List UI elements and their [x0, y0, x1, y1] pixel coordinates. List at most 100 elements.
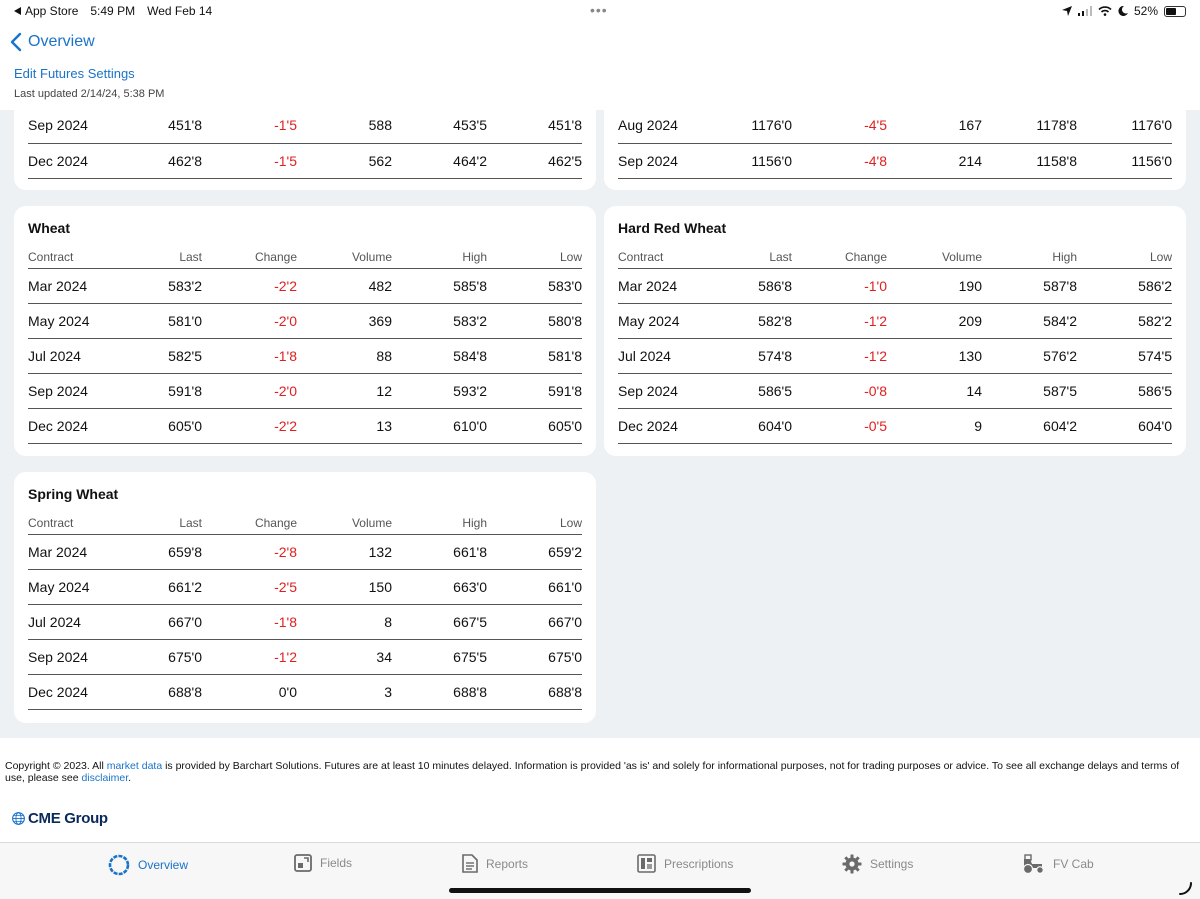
table-row[interactable]: Dec 2024 604'0 -0'5 9 604'2 604'0 — [618, 408, 1172, 444]
cell-last: 582'8 — [728, 303, 792, 339]
cell-volume: 214 — [887, 143, 982, 179]
cell-change: -1'0 — [792, 268, 887, 304]
table-row[interactable]: Sep 2024 1156'0 -4'8 214 1158'8 1156'0 — [618, 143, 1172, 179]
table-row[interactable]: Sep 2024 675'0 -1'2 34 675'5 675'0 — [28, 639, 582, 675]
cell-volume: 369 — [297, 303, 392, 339]
cell-volume: 130 — [887, 338, 982, 374]
cell-contract: Sep 2024 — [618, 373, 728, 409]
reports-icon — [462, 854, 478, 873]
table-row[interactable]: May 2024 582'8 -1'2 209 584'2 582'2 — [618, 303, 1172, 339]
cell-contract: Jul 2024 — [28, 338, 138, 374]
tab-label: Prescriptions — [664, 856, 734, 871]
table-row[interactable]: Sep 2024 591'8 -2'0 12 593'2 591'8 — [28, 373, 582, 409]
cell-change: -0'5 — [792, 408, 887, 444]
tab-fields[interactable]: Fields — [294, 854, 352, 872]
cell-low: 605'0 — [487, 408, 582, 444]
cell-high: 1178'8 — [982, 110, 1077, 144]
tab-settings[interactable]: Settings — [842, 854, 913, 874]
cell-change: -4'8 — [792, 143, 887, 179]
cell-change: -2'2 — [202, 268, 297, 304]
table-row[interactable]: Sep 2024 451'8 -1'5 588 453'5 451'8 — [28, 110, 582, 144]
wifi-icon — [1098, 6, 1112, 16]
tab-bar: Overview Fields Reports Prescriptions — [0, 842, 1200, 899]
table-row[interactable]: Dec 2024 462'8 -1'5 562 464'2 462'5 — [28, 143, 582, 179]
cell-high: 583'2 — [392, 303, 487, 339]
back-to-app-store[interactable]: App Store — [14, 4, 78, 18]
column-header-change: Change — [202, 246, 297, 269]
resize-corner-icon[interactable] — [1178, 881, 1192, 895]
cell-low: 1156'0 — [1077, 143, 1172, 179]
cme-logo-text: CME Group — [28, 810, 108, 827]
card-title: Spring Wheat — [28, 486, 119, 502]
table-row[interactable]: Mar 2024 659'8 -2'8 132 661'8 659'2 — [28, 534, 582, 570]
cell-low: 586'2 — [1077, 268, 1172, 304]
cell-volume: 150 — [297, 569, 392, 605]
table-header-row: Contract Last Change Volume High Low — [618, 246, 1172, 269]
table-row[interactable]: Sep 2024 586'5 -0'8 14 587'5 586'5 — [618, 373, 1172, 409]
status-time: 5:49 PM — [90, 4, 136, 18]
cell-last: 604'0 — [728, 408, 792, 444]
cell-high: 1158'8 — [982, 143, 1077, 179]
cell-volume: 8 — [297, 604, 392, 640]
table-row[interactable]: May 2024 661'2 -2'5 150 663'0 661'0 — [28, 569, 582, 605]
table-row[interactable]: Mar 2024 583'2 -2'2 482 585'8 583'0 — [28, 268, 582, 304]
cell-low: 574'5 — [1077, 338, 1172, 374]
table-row[interactable]: Dec 2024 605'0 -2'2 13 610'0 605'0 — [28, 408, 582, 444]
table-row[interactable]: Mar 2024 586'8 -1'0 190 587'8 586'2 — [618, 268, 1172, 304]
home-indicator[interactable] — [449, 888, 751, 893]
cell-volume: 167 — [887, 110, 982, 144]
cell-change: -2'8 — [202, 534, 297, 570]
cell-volume: 9 — [887, 408, 982, 444]
gear-icon — [842, 854, 862, 874]
cell-contract: May 2024 — [28, 569, 138, 605]
tab-fv-cab[interactable]: FV Cab — [1021, 854, 1094, 874]
disclaimer-link[interactable]: disclaimer — [81, 772, 129, 784]
cell-volume: 588 — [297, 110, 392, 144]
card-title: Wheat — [28, 220, 70, 236]
cell-last: 583'2 — [138, 268, 202, 304]
back-button[interactable]: Overview — [10, 32, 95, 52]
table-row[interactable]: May 2024 581'0 -2'0 369 583'2 580'8 — [28, 303, 582, 339]
cell-change: -2'0 — [202, 303, 297, 339]
cell-high: 453'5 — [392, 110, 487, 144]
column-header-contract: Contract — [618, 246, 728, 269]
cell-high: 587'8 — [982, 268, 1077, 304]
cell-change: -1'5 — [202, 143, 297, 179]
prescriptions-icon — [637, 854, 656, 873]
cell-low: 582'2 — [1077, 303, 1172, 339]
cme-group-logo[interactable]: CME Group — [12, 810, 108, 827]
cell-volume: 562 — [297, 143, 392, 179]
cell-last: 574'8 — [728, 338, 792, 374]
cell-last: 462'8 — [138, 143, 202, 179]
multitasking-dots-icon[interactable]: ••• — [590, 2, 608, 18]
column-header-contract: Contract — [28, 246, 138, 269]
overview-ring-icon — [108, 854, 130, 876]
wheat-card: Wheat Contract Last Change Volume High Low Mar… — [14, 206, 596, 456]
cell-low: 581'8 — [487, 338, 582, 374]
table-row[interactable]: Jul 2024 574'8 -1'2 130 576'2 574'5 — [618, 338, 1172, 374]
tab-overview[interactable]: Overview — [108, 854, 188, 876]
cell-last: 582'5 — [138, 338, 202, 374]
cell-change: -1'8 — [202, 604, 297, 640]
table-row[interactable]: Dec 2024 688'8 0'0 3 688'8 688'8 — [28, 674, 582, 710]
copyright-pre: Copyright © 2023. All — [5, 760, 107, 772]
column-header-low: Low — [1077, 246, 1172, 269]
market-data-link[interactable]: market data — [106, 760, 163, 772]
edit-futures-settings-link[interactable]: Edit Futures Settings — [14, 66, 135, 81]
cell-volume: 13 — [297, 408, 392, 444]
futures-content[interactable]: Sep 2024 451'8 -1'5 588 453'5 451'8 Dec 2024 46… — [0, 110, 1200, 738]
column-header-volume: Volume — [297, 512, 392, 535]
tab-prescriptions[interactable]: Prescriptions — [637, 854, 733, 873]
table-row[interactable]: Jul 2024 667'0 -1'8 8 667'5 667'0 — [28, 604, 582, 640]
cell-last: 1176'0 — [728, 110, 792, 144]
table-row[interactable]: Aug 2024 1176'0 -4'5 167 1178'8 1176'0 — [618, 110, 1172, 144]
cell-high: 604'2 — [982, 408, 1077, 444]
cell-low: 586'5 — [1077, 373, 1172, 409]
spring-wheat-table: Contract Last Change Volume High Low Mar 2024 6… — [28, 512, 582, 710]
table-row[interactable]: Jul 2024 582'5 -1'8 88 584'8 581'8 — [28, 338, 582, 374]
signal-icon — [1077, 6, 1092, 16]
cell-low: 659'2 — [487, 534, 582, 570]
column-header-contract: Contract — [28, 512, 138, 535]
tab-reports[interactable]: Reports — [462, 854, 528, 873]
cell-last: 661'2 — [138, 569, 202, 605]
